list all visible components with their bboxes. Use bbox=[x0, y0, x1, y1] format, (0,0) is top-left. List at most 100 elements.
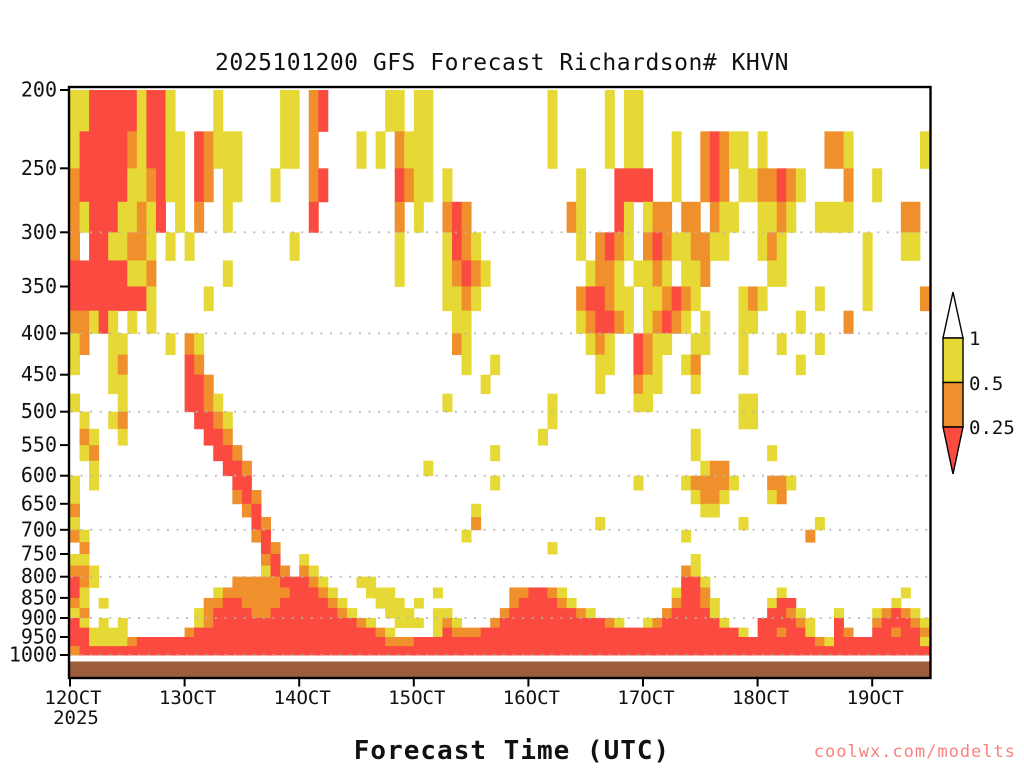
heatmap-cell bbox=[213, 131, 224, 169]
heatmap-cell bbox=[547, 636, 558, 647]
heatmap-cell bbox=[318, 646, 329, 656]
heatmap-cell bbox=[175, 636, 186, 647]
heatmap-cell bbox=[241, 460, 252, 477]
heatmap-cell bbox=[776, 597, 787, 609]
heatmap-cell bbox=[623, 232, 634, 261]
heatmap-cell bbox=[614, 168, 625, 203]
heatmap-cell bbox=[146, 310, 157, 334]
heatmap-cell bbox=[614, 232, 625, 261]
heatmap-cell bbox=[690, 354, 701, 376]
heatmap-cell bbox=[117, 411, 128, 430]
heatmap-cell bbox=[547, 597, 558, 609]
heatmap-cell bbox=[270, 168, 281, 203]
heatmap-cell bbox=[194, 131, 205, 169]
heatmap-cell bbox=[108, 411, 119, 430]
heatmap-cell bbox=[299, 576, 310, 588]
heatmap-cell bbox=[509, 587, 520, 599]
x-tick-label: 18OCT bbox=[732, 687, 789, 709]
heatmap-cell bbox=[413, 131, 424, 169]
heatmap-cell bbox=[70, 201, 80, 233]
heatmap-cell bbox=[127, 286, 138, 312]
heatmap-cell bbox=[585, 627, 596, 638]
heatmap-cell bbox=[79, 529, 90, 543]
heatmap-cell bbox=[557, 636, 568, 647]
heatmap-cell bbox=[499, 608, 510, 619]
heatmap-cell bbox=[127, 636, 138, 647]
heatmap-cell bbox=[452, 286, 462, 312]
heatmap-cell bbox=[452, 627, 462, 638]
heatmap-cell bbox=[194, 627, 205, 638]
heatmap-cell bbox=[662, 201, 673, 233]
heatmap-cell bbox=[70, 529, 80, 543]
heatmap-cell bbox=[681, 354, 692, 376]
y-tick-label: 300 bbox=[21, 220, 57, 244]
heatmap-cell bbox=[719, 460, 730, 477]
heatmap-cell bbox=[786, 636, 797, 647]
heatmap-cell bbox=[805, 529, 816, 543]
heatmap-cell bbox=[681, 627, 692, 638]
heatmap-cell bbox=[614, 310, 625, 334]
heatmap-cell bbox=[79, 636, 90, 647]
heatmap-cell bbox=[595, 636, 606, 647]
heatmap-cell bbox=[327, 646, 338, 656]
heatmap-cell bbox=[222, 445, 233, 462]
heatmap-cell bbox=[251, 503, 262, 518]
heatmap-cell bbox=[117, 627, 128, 638]
heatmap-cell bbox=[671, 168, 682, 203]
heatmap-cell bbox=[643, 374, 653, 395]
heatmap-cell bbox=[738, 636, 749, 647]
heatmap-cell bbox=[604, 646, 615, 656]
heatmap-cell bbox=[700, 310, 711, 334]
heatmap-cell bbox=[509, 627, 520, 638]
heatmap-cell bbox=[633, 168, 644, 203]
heatmap-cell bbox=[776, 646, 787, 656]
heatmap-cell bbox=[795, 310, 806, 334]
heatmap-cell bbox=[337, 646, 348, 656]
heatmap-cell bbox=[299, 554, 310, 566]
heatmap-cell bbox=[681, 565, 692, 578]
heatmap-cell bbox=[576, 310, 587, 334]
heatmap-cell bbox=[709, 131, 720, 169]
heatmap-cell bbox=[566, 201, 577, 233]
heatmap-cell bbox=[203, 411, 214, 430]
heatmap-cell bbox=[843, 201, 854, 233]
heatmap-cell bbox=[241, 475, 252, 491]
heatmap-cell bbox=[98, 618, 109, 629]
heatmap-cell bbox=[881, 636, 892, 647]
heatmap-cell bbox=[270, 542, 281, 555]
heatmap-cell bbox=[70, 310, 80, 334]
heatmap-cell bbox=[117, 90, 128, 132]
heatmap-cell bbox=[900, 587, 911, 599]
heatmap-cell bbox=[117, 393, 128, 413]
heatmap-cell bbox=[289, 131, 300, 169]
heatmap-cell bbox=[232, 597, 243, 609]
heatmap-cell bbox=[595, 310, 606, 334]
heatmap-cell bbox=[203, 636, 214, 647]
heatmap-cell bbox=[452, 201, 462, 233]
heatmap-cell bbox=[356, 646, 367, 656]
heatmap-cell bbox=[633, 333, 644, 356]
heatmap-cell bbox=[910, 636, 921, 647]
heatmap-cell bbox=[375, 636, 386, 647]
heatmap-cell bbox=[165, 636, 176, 647]
heatmap-cell bbox=[795, 646, 806, 656]
heatmap-cell bbox=[70, 490, 80, 505]
heatmap-cell bbox=[194, 636, 205, 647]
heatmap-cell bbox=[423, 168, 434, 203]
heatmap-cell bbox=[767, 260, 778, 287]
heatmap-cell bbox=[872, 636, 883, 647]
heatmap-cell bbox=[308, 597, 319, 609]
heatmap-cell bbox=[623, 627, 634, 638]
heatmap-cell bbox=[776, 232, 787, 261]
heatmap-cell bbox=[394, 636, 405, 647]
heatmap-cell bbox=[537, 618, 548, 629]
heatmap-cell bbox=[108, 286, 119, 312]
heatmap-cell bbox=[528, 646, 539, 656]
y-tick-label: 650 bbox=[21, 491, 57, 515]
heatmap-cell bbox=[585, 286, 596, 312]
y-tick-label: 800 bbox=[21, 564, 57, 588]
heatmap-cell bbox=[299, 587, 310, 599]
heatmap-cell bbox=[89, 286, 100, 312]
heatmap-cell bbox=[251, 490, 262, 505]
